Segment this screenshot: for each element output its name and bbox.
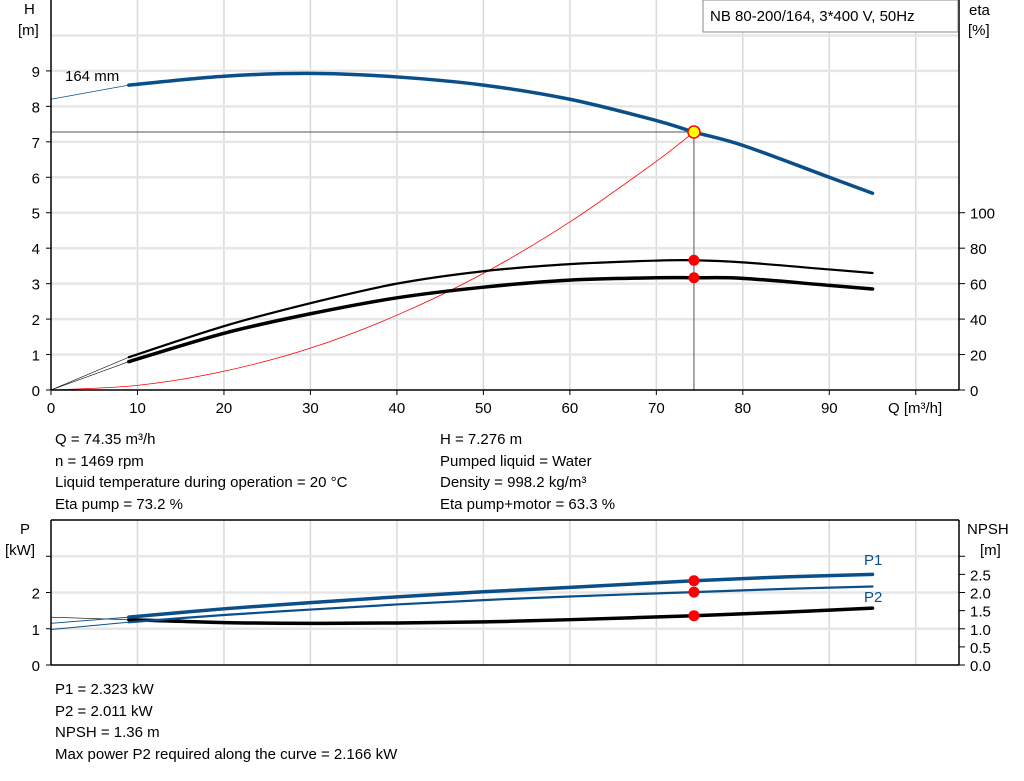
duty-point-marker bbox=[687, 125, 701, 139]
y2-axis-label-npsh: NPSH bbox=[967, 521, 1009, 538]
x-tick-label: 30 bbox=[302, 400, 319, 417]
y-tick-label: 8 bbox=[32, 99, 40, 116]
curve-eta_pump_motor bbox=[127, 275, 875, 364]
top-chart-grid bbox=[51, 0, 959, 390]
npsh-tick-label: 0.0 bbox=[970, 658, 991, 675]
y-axis-label-p: P bbox=[20, 521, 30, 538]
y2-axis-label-eta: eta bbox=[969, 2, 991, 19]
curve-NPSH bbox=[127, 606, 875, 626]
y2-tick-label: 40 bbox=[970, 312, 987, 329]
curve-extension-eta_pump_motor bbox=[50, 361, 129, 391]
bottom-chart-grid bbox=[51, 520, 959, 665]
info-head: H = 7.276 m bbox=[440, 431, 523, 448]
x-axis-label: Q [m³/h] bbox=[888, 400, 942, 417]
y-tick-label: 5 bbox=[32, 206, 40, 223]
operating-marker-p1 bbox=[688, 575, 700, 587]
x-tick-label: 80 bbox=[734, 400, 751, 417]
npsh-tick-label: 2.5 bbox=[970, 567, 991, 584]
info-pumped-liquid: Pumped liquid = Water bbox=[440, 452, 592, 470]
npsh-tick-label: 0.5 bbox=[970, 640, 991, 657]
y2-axis-label-eta-unit: [%] bbox=[968, 22, 990, 39]
y-tick-label: 3 bbox=[32, 277, 40, 294]
curve-extension-eta_pump bbox=[50, 356, 129, 391]
x-tick-label: 20 bbox=[216, 400, 233, 417]
y-tick-label: 0 bbox=[32, 383, 40, 400]
eta-pump-motor-marker bbox=[688, 272, 700, 284]
y2-axis-label-npsh-unit: [m] bbox=[980, 542, 1001, 559]
info-top-left: Q = 74.35 m³/h n = 1469 rpm Liquid tempe… bbox=[55, 429, 347, 515]
x-tick-label: 90 bbox=[821, 400, 838, 417]
operating-marker-p2 bbox=[688, 586, 700, 598]
legend-label-p2: P2 bbox=[864, 589, 882, 606]
curve-extension-head bbox=[50, 84, 129, 100]
info-top-right: H = 7.276 m Pumped liquid = Water Densit… bbox=[440, 429, 615, 515]
info-speed: n = 1469 rpm bbox=[55, 452, 144, 470]
y-tick-label: 1 bbox=[32, 348, 40, 365]
y-tick-label: 9 bbox=[32, 64, 40, 81]
y2-tick-label: 60 bbox=[970, 277, 987, 294]
curve-extension-P1 bbox=[50, 616, 129, 624]
y2-tick-label: 20 bbox=[970, 348, 987, 365]
info-eta-pump-motor: Eta pump+motor = 63.3 % bbox=[440, 495, 616, 513]
info-flow: Q = 74.35 m³/h bbox=[55, 431, 156, 448]
y-tick-label: 6 bbox=[32, 170, 40, 187]
p-tick-label: 2 bbox=[32, 586, 40, 603]
y-tick-label: 4 bbox=[32, 241, 40, 258]
info-p1: P1 = 2.323 kW bbox=[55, 681, 154, 698]
top-chart-curves bbox=[50, 71, 875, 391]
y-tick-label: 2 bbox=[32, 312, 40, 329]
chart-title: NB 80-200/164, 3*400 V, 50Hz bbox=[710, 8, 915, 25]
operating-marker-npsh bbox=[688, 610, 700, 622]
curve-P1 bbox=[127, 572, 875, 619]
title-box bbox=[702, 0, 959, 33]
info-eta-pump: Eta pump = 73.2 % bbox=[55, 495, 183, 513]
info-p2: P2 = 2.011 kW bbox=[55, 702, 153, 720]
curve-label-164mm: 164 mm bbox=[65, 68, 119, 85]
info-density: Density = 998.2 kg/m³ bbox=[440, 474, 587, 491]
eta-pump-marker bbox=[688, 254, 700, 266]
axes: 0 10 20 30 40 50 60 70 80 90012345678902040608010… bbox=[32, 0, 995, 675]
npsh-tick-label: 1.0 bbox=[970, 622, 991, 639]
y2-tick-label: 100 bbox=[970, 206, 995, 223]
x-tick-label: 60 bbox=[562, 400, 579, 417]
y-axis-label-h: H bbox=[24, 1, 35, 18]
y-tick-label: 7 bbox=[32, 135, 40, 152]
info-npsh: NPSH = 1.36 m bbox=[55, 724, 160, 741]
x-tick-label: 0 bbox=[47, 400, 55, 417]
y2-tick-label: 0 bbox=[970, 383, 978, 400]
npsh-tick-label: 2.0 bbox=[970, 586, 991, 603]
y-axis-label-p-unit: [kW] bbox=[5, 542, 35, 559]
curve-eta_pump bbox=[127, 258, 874, 359]
curve-extension-P2 bbox=[50, 621, 129, 630]
legend-label-p1: P1 bbox=[864, 552, 882, 569]
p-tick-label: 0 bbox=[32, 658, 40, 675]
info-max-power: Max power P2 required along the curve = … bbox=[55, 745, 398, 763]
info-liquid-temperature: Liquid temperature during operation = 20… bbox=[55, 474, 348, 491]
x-tick-label: 70 bbox=[648, 400, 665, 417]
curve-extension-NPSH bbox=[50, 616, 129, 620]
y-axis-label-h-unit: [m] bbox=[18, 22, 39, 39]
curve-P2 bbox=[127, 585, 874, 624]
p-tick-label: 1 bbox=[32, 622, 40, 639]
x-tick-label: 50 bbox=[475, 400, 492, 417]
curve-head bbox=[127, 71, 875, 195]
bottom-chart-curves bbox=[50, 572, 875, 630]
info-bottom: P1 = 2.323 kW P2 = 2.011 kW NPSH = 1.36 … bbox=[55, 679, 397, 765]
x-tick-label: 40 bbox=[389, 400, 406, 417]
npsh-tick-label: 1.5 bbox=[970, 604, 991, 621]
y2-tick-label: 80 bbox=[970, 241, 987, 258]
x-tick-label: 10 bbox=[129, 400, 146, 417]
curve-system bbox=[50, 131, 695, 391]
